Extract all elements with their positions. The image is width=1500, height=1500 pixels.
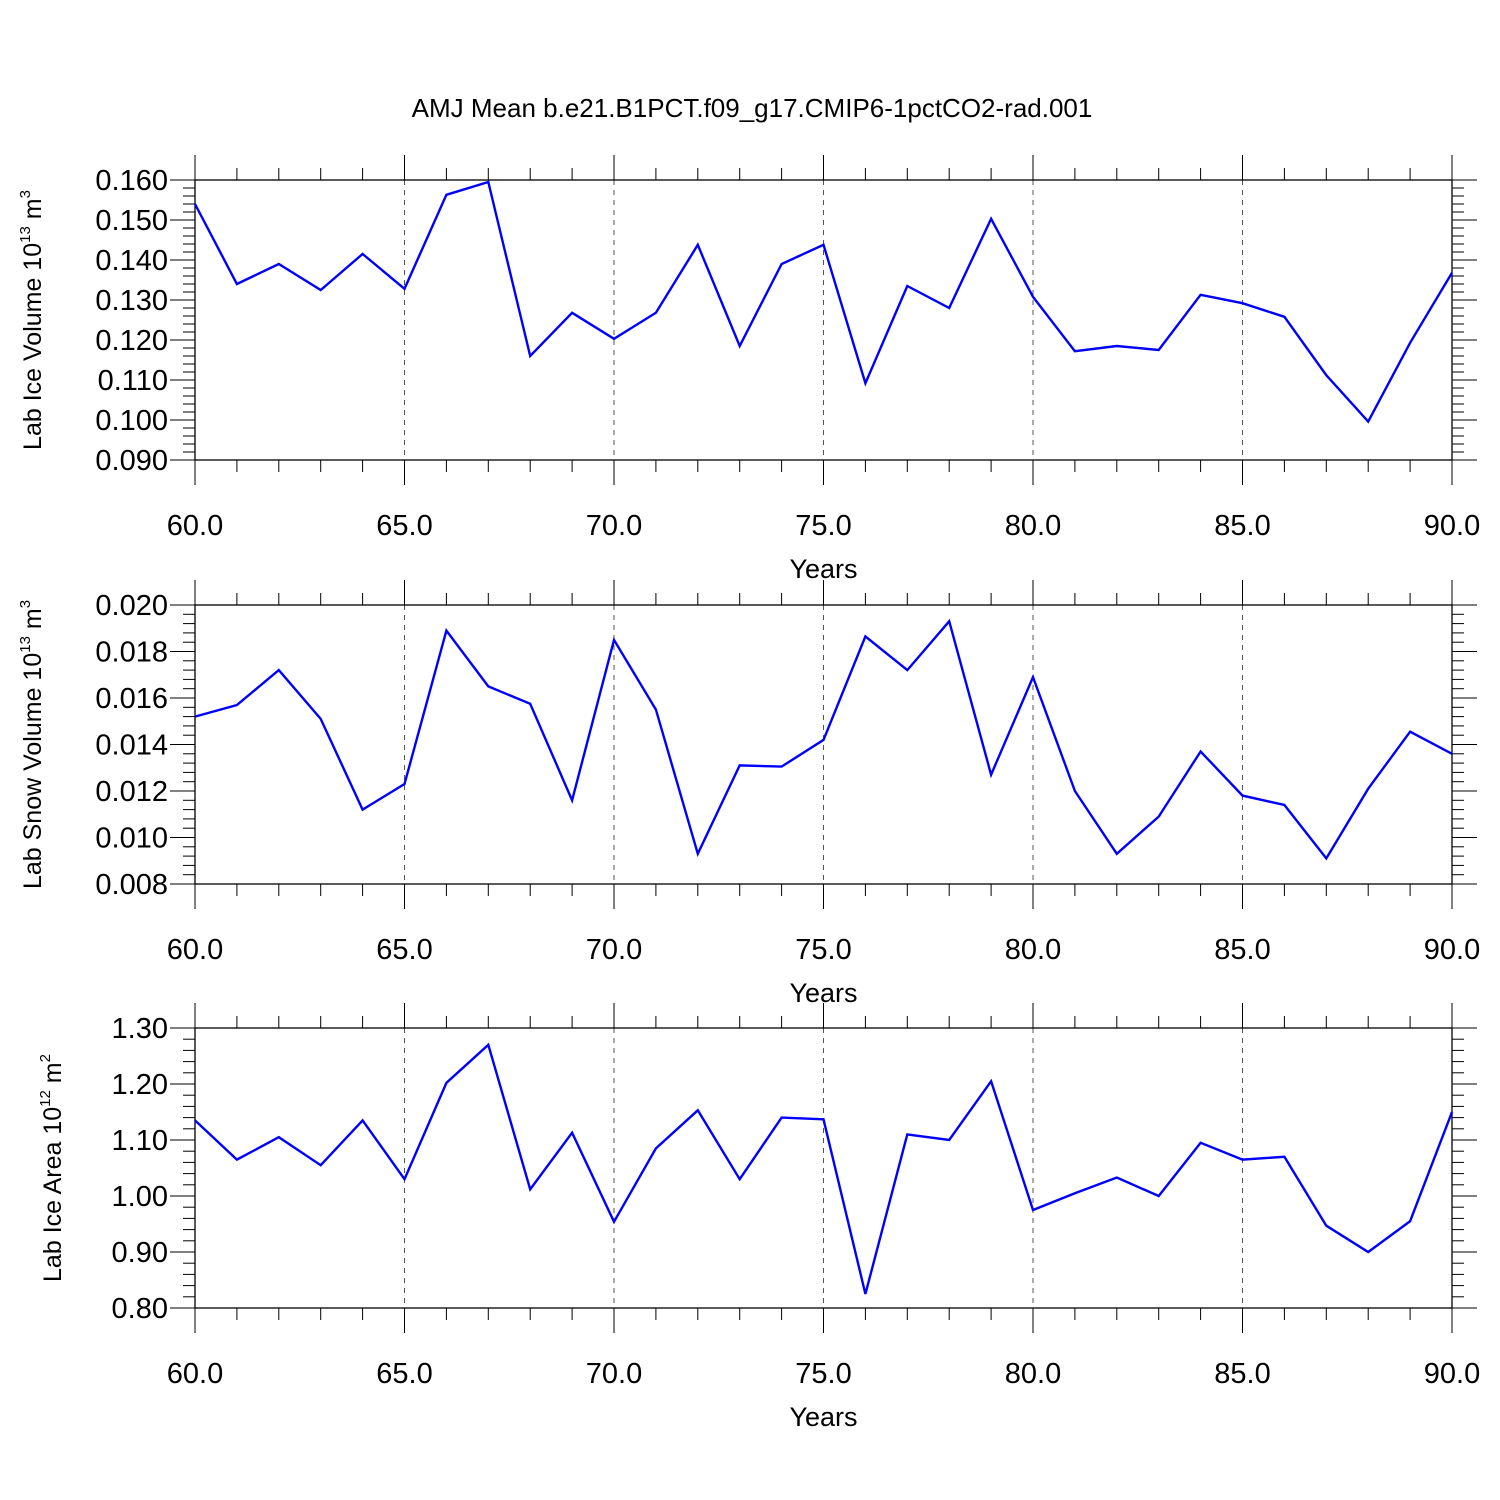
x-tick-label: 65.0 [376,1358,432,1390]
y-tick-label: 0.008 [95,869,168,901]
x-axis-title: Years [789,554,857,584]
x-tick-label: 65.0 [376,510,432,542]
x-tick-label: 60.0 [167,1358,223,1390]
y-tick-label: 1.20 [112,1069,168,1101]
x-tick-label: 70.0 [586,934,642,966]
x-tick-label: 75.0 [795,934,851,966]
y-axis-title: Lab Snow Volume 1013 m3 [17,600,47,889]
y-tick-label: 0.018 [95,637,168,669]
series-line-1 [194,618,1453,861]
chart-panel-2: 0.008 0.010 0.012 0.014 0.016 0.018 0.020 60.0 6… [17,580,1480,1008]
x-tick-label: 60.0 [167,510,223,542]
y-tick-label: 0.020 [95,590,168,622]
figure-title: AMJ Mean b.e21.B1PCT.f09_g17.CMIP6-1pctC… [412,93,1093,123]
x-tick-label: 75.0 [795,1358,851,1390]
y-tick-label: 0.120 [95,325,168,357]
x-tick-label: 65.0 [376,934,432,966]
y-tick-label: 0.100 [95,405,168,437]
y-tick-label: 0.012 [95,776,168,808]
y-tick-label: 0.160 [95,165,168,197]
y-tick-label: 1.10 [112,1125,168,1157]
y-tick-label: 0.014 [95,730,168,762]
y-axis-title: Lab Ice Area 1012 m2 [37,1054,67,1282]
x-tick-label: 80.0 [1005,510,1061,542]
x-tick-label: 85.0 [1214,934,1270,966]
x-tick-label: 70.0 [586,1358,642,1390]
x-tick-label: 90.0 [1424,934,1480,966]
y-tick-label: 0.140 [95,245,168,277]
y-tick-label: 0.090 [95,445,168,477]
x-tick-label: 85.0 [1214,1358,1270,1390]
chart-panel-3: 0.80 0.90 1.00 1.10 1.20 1.30 60.0 65.0 70.0 75.0… [37,1003,1480,1432]
y-tick-label: 1.30 [112,1013,168,1045]
y-tick-label: 0.80 [112,1293,168,1325]
x-tick-label: 85.0 [1214,510,1270,542]
x-tick-label: 75.0 [795,510,851,542]
y-tick-label: 0.010 [95,823,168,855]
y-tick-label: 0.130 [95,285,168,317]
y-axis-title: Lab Ice Volume 1013 m3 [17,190,47,450]
y-tick-label: 0.90 [112,1237,168,1269]
y-tick-label: 0.110 [98,365,168,397]
x-tick-label: 80.0 [1005,934,1061,966]
x-tick-label: 80.0 [1005,1358,1061,1390]
y-tick-label: 0.016 [95,683,168,715]
x-tick-label: 90.0 [1424,1358,1480,1390]
x-tick-label: 90.0 [1424,510,1480,542]
y-tick-label: 1.00 [112,1181,168,1213]
y-tick-label: 0.150 [95,205,168,237]
x-tick-label: 70.0 [586,510,642,542]
chart-panel-1: 0.090 0.100 0.110 0.120 0.130 0.140 0.150 0.160… [17,155,1480,584]
x-axis-title: Years [789,1402,857,1432]
x-tick-label: 60.0 [167,934,223,966]
